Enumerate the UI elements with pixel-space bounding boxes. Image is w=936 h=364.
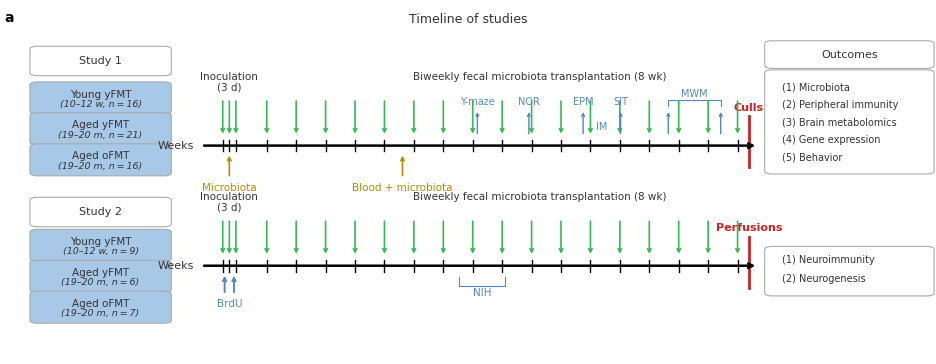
Text: a: a: [5, 11, 14, 25]
Text: Outcomes: Outcomes: [821, 50, 878, 60]
Text: (19–20 m, n = 21): (19–20 m, n = 21): [58, 131, 143, 140]
Text: SIT: SIT: [613, 98, 628, 107]
Text: Culls: Culls: [734, 103, 764, 113]
FancyBboxPatch shape: [30, 229, 171, 261]
Text: (5) Behavior: (5) Behavior: [782, 152, 842, 162]
Text: Young yFMT: Young yFMT: [70, 237, 131, 247]
FancyBboxPatch shape: [30, 197, 171, 227]
Text: (19–20 m, n = 6): (19–20 m, n = 6): [62, 278, 139, 287]
Text: (1) Neuroimmunity: (1) Neuroimmunity: [782, 255, 874, 265]
Text: (4) Gene expression: (4) Gene expression: [782, 135, 880, 145]
Text: Young yFMT: Young yFMT: [70, 90, 131, 99]
FancyBboxPatch shape: [30, 144, 171, 176]
Text: Weeks: Weeks: [157, 261, 194, 271]
FancyBboxPatch shape: [30, 291, 171, 323]
Text: Blood + microbiota: Blood + microbiota: [352, 183, 453, 193]
Text: Y-maze: Y-maze: [460, 98, 495, 107]
Text: (3 d): (3 d): [217, 203, 241, 213]
FancyBboxPatch shape: [765, 70, 934, 174]
FancyBboxPatch shape: [30, 113, 171, 145]
Text: (1) Microbiota: (1) Microbiota: [782, 82, 850, 92]
Text: IM: IM: [596, 122, 607, 132]
Text: (3) Brain metabolomics: (3) Brain metabolomics: [782, 117, 896, 127]
Text: Timeline of studies: Timeline of studies: [409, 13, 527, 26]
Text: (3 d): (3 d): [217, 83, 241, 93]
Text: (2) Peripheral immunity: (2) Peripheral immunity: [782, 100, 898, 110]
Text: Inoculation: Inoculation: [200, 192, 258, 202]
Text: (19–20 m, n = 7): (19–20 m, n = 7): [62, 309, 139, 318]
Text: Aged yFMT: Aged yFMT: [72, 268, 129, 278]
Text: Study 2: Study 2: [80, 207, 122, 217]
Text: (2) Neurogenesis: (2) Neurogenesis: [782, 274, 865, 284]
Text: Aged oFMT: Aged oFMT: [72, 151, 129, 161]
Text: EPM: EPM: [573, 98, 593, 107]
Text: Aged yFMT: Aged yFMT: [72, 120, 129, 130]
FancyBboxPatch shape: [765, 246, 934, 296]
Text: NIH: NIH: [473, 288, 491, 297]
Text: Biweekly fecal microbiota transplantation (8 wk): Biweekly fecal microbiota transplantatio…: [413, 192, 666, 202]
FancyBboxPatch shape: [30, 82, 171, 114]
Text: Aged oFMT: Aged oFMT: [72, 299, 129, 309]
Text: Study 1: Study 1: [80, 56, 122, 66]
FancyBboxPatch shape: [30, 46, 171, 76]
Text: BrdU: BrdU: [216, 299, 242, 309]
Text: (10–12 w, n = 16): (10–12 w, n = 16): [60, 100, 141, 109]
Text: Biweekly fecal microbiota transplantation (8 wk): Biweekly fecal microbiota transplantatio…: [413, 72, 666, 82]
Text: Microbiota: Microbiota: [202, 183, 256, 193]
Text: (10–12 w, n = 9): (10–12 w, n = 9): [63, 247, 139, 256]
Text: (19–20 m, n = 16): (19–20 m, n = 16): [58, 162, 143, 171]
FancyBboxPatch shape: [765, 41, 934, 68]
FancyBboxPatch shape: [30, 260, 171, 292]
Text: Weeks: Weeks: [157, 141, 194, 151]
Text: MWM: MWM: [681, 89, 708, 99]
Text: NOR: NOR: [518, 98, 540, 107]
Text: Inoculation: Inoculation: [200, 72, 258, 82]
Text: Perfusions: Perfusions: [715, 223, 782, 233]
